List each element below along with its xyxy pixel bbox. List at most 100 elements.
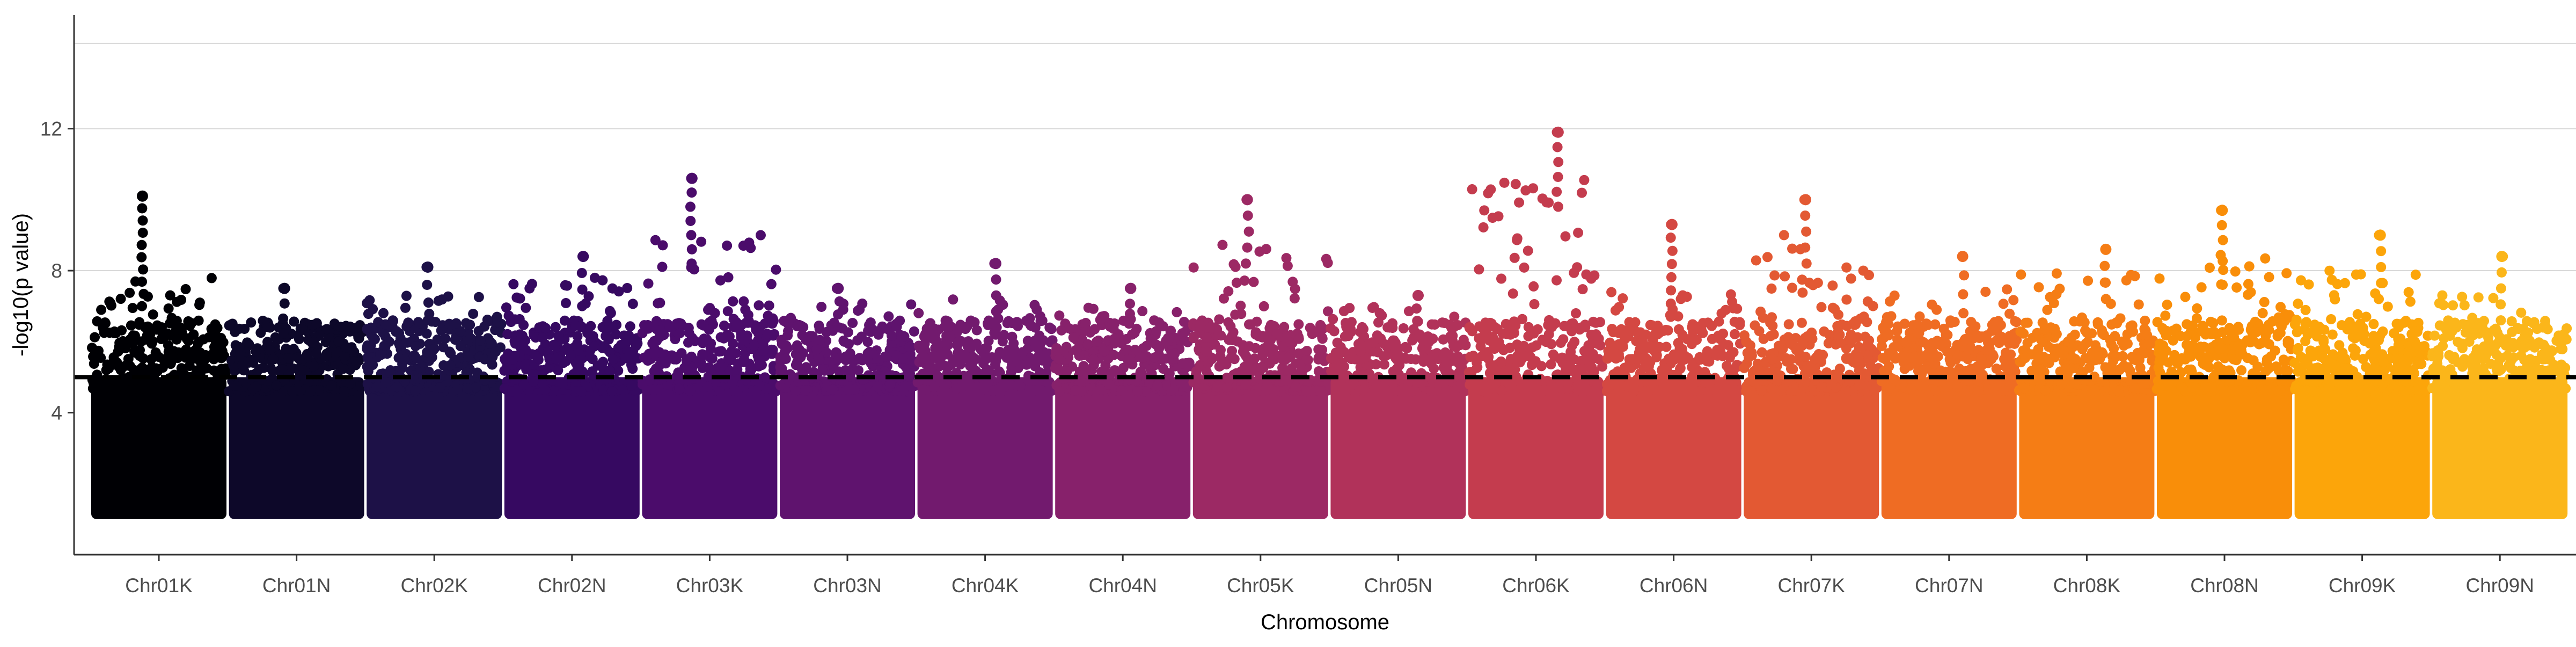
point: [1548, 350, 1558, 360]
point: [638, 380, 648, 390]
peak-point: [2216, 205, 2228, 216]
point: [1449, 311, 1459, 322]
point: [2192, 313, 2202, 323]
point: [1165, 368, 1175, 379]
point: [948, 294, 958, 304]
point: [2301, 305, 2311, 315]
point: [834, 353, 844, 364]
point: [1512, 233, 1523, 243]
point: [2217, 315, 2227, 325]
point: [354, 333, 364, 344]
point: [885, 379, 896, 389]
point: [2308, 386, 2318, 396]
point: [1455, 379, 1466, 389]
point: [747, 364, 757, 374]
point: [1780, 271, 1790, 281]
point: [958, 381, 968, 391]
point: [838, 336, 848, 346]
point: [972, 325, 982, 336]
point: [1465, 323, 1475, 333]
series-Chr04N: [1050, 283, 1196, 519]
point: [2350, 324, 2360, 334]
point: [1716, 308, 1726, 318]
point: [1613, 380, 1623, 390]
point: [1723, 340, 1733, 350]
point: [492, 312, 502, 322]
point: [719, 333, 729, 344]
point: [833, 309, 843, 319]
point: [2304, 279, 2314, 289]
point: [675, 328, 685, 338]
point: [1932, 336, 1942, 346]
point: [1246, 319, 1256, 330]
point: [1217, 240, 1227, 250]
point: [468, 309, 478, 319]
point: [1757, 385, 1767, 395]
point: [2140, 379, 2150, 389]
point: [1054, 354, 1064, 364]
point: [108, 352, 119, 362]
point: [2081, 338, 2091, 348]
point: [411, 353, 421, 363]
dense-points-Chr04K: [918, 377, 1053, 519]
point: [2052, 268, 2062, 279]
point: [828, 384, 838, 395]
point: [1543, 386, 1553, 396]
point: [1228, 327, 1239, 337]
point: [1169, 348, 1180, 359]
point: [129, 365, 139, 375]
point: [822, 327, 832, 337]
point: [905, 368, 915, 379]
point: [1496, 357, 1506, 367]
point: [2413, 318, 2424, 328]
point: [333, 337, 343, 347]
point: [393, 353, 404, 363]
point: [1202, 347, 1212, 357]
point: [628, 299, 638, 309]
point: [1499, 178, 1510, 188]
point: [702, 381, 712, 391]
point: [719, 321, 729, 331]
point: [428, 344, 438, 354]
point: [1678, 290, 1688, 301]
point: [1841, 294, 1851, 304]
point: [1153, 381, 1163, 391]
point: [1243, 210, 1253, 221]
series-Chr06N: [1602, 219, 1745, 519]
point: [1843, 354, 1854, 364]
point: [2368, 386, 2379, 396]
point: [2190, 333, 2200, 343]
point: [643, 279, 654, 289]
point: [686, 352, 697, 362]
point: [1007, 349, 1018, 359]
point: [853, 306, 863, 316]
point: [268, 354, 279, 364]
point: [474, 292, 484, 302]
point: [1862, 381, 1872, 391]
point: [1242, 243, 1253, 253]
point: [136, 336, 147, 346]
point: [1070, 386, 1080, 396]
point: [1235, 301, 1246, 311]
point: [1666, 272, 1677, 282]
point: [701, 334, 712, 344]
point: [1099, 311, 1109, 321]
point: [178, 369, 188, 379]
point: [1240, 275, 1250, 286]
point: [1216, 345, 1226, 355]
point: [708, 319, 718, 330]
point: [463, 352, 473, 362]
series-Chr01N: [224, 283, 368, 519]
point: [1391, 353, 1401, 363]
point: [1543, 320, 1553, 330]
point: [321, 324, 332, 334]
point: [251, 347, 261, 357]
point: [1290, 293, 1300, 303]
point: [1606, 287, 1616, 297]
point: [2300, 319, 2310, 329]
data-points: [87, 127, 2572, 519]
point: [1326, 323, 1336, 333]
point: [671, 352, 681, 362]
point: [1816, 302, 1826, 312]
dense-points-Chr07N: [1882, 377, 2017, 519]
